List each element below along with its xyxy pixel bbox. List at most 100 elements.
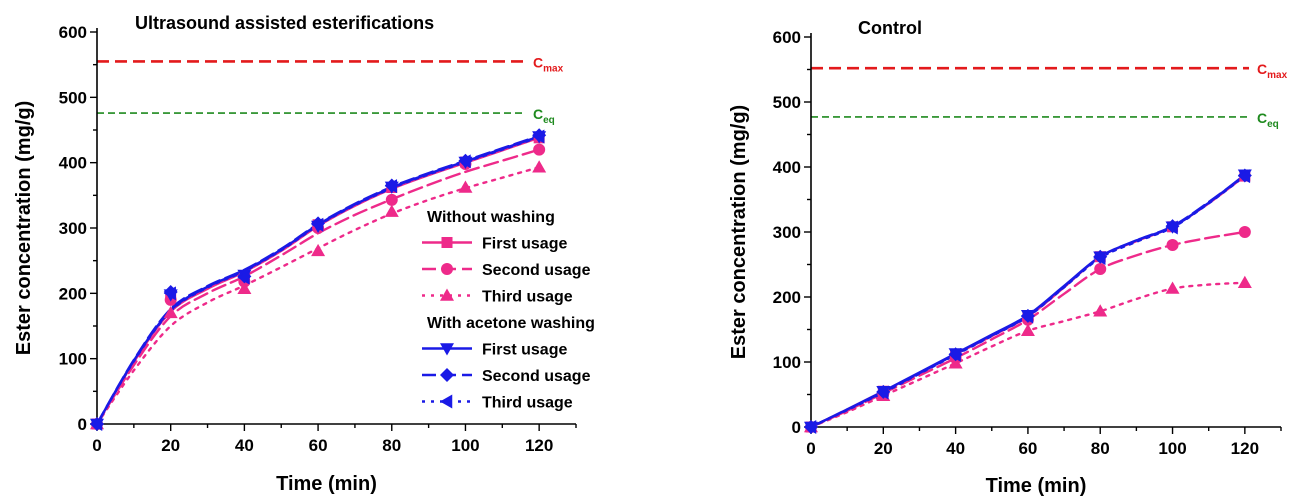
data-point-series-1 <box>1094 263 1107 276</box>
legend-swatch-marker <box>441 237 453 248</box>
legend-heading: With acetone washing <box>427 315 595 332</box>
reference-label-letter: C <box>1257 110 1267 126</box>
series-line-5 <box>95 136 541 426</box>
x-axis-title: Time (min) <box>986 475 1087 497</box>
y-tick-label: 0 <box>78 415 87 434</box>
legend-item-label: Second usage <box>482 262 591 279</box>
y-tick-label: 300 <box>59 219 87 238</box>
data-point-series-1 <box>1238 226 1251 238</box>
legend-item-label: First usage <box>482 236 567 253</box>
data-point-series-2 <box>1237 275 1252 288</box>
x-tick-label: 20 <box>161 436 180 455</box>
y-tick-label: 0 <box>792 418 801 437</box>
y-tick-label: 500 <box>59 88 87 107</box>
chart-title: Control <box>858 18 922 38</box>
series-line-2 <box>95 166 541 426</box>
x-axis-title: Time (min) <box>276 473 377 495</box>
reference-label-max: Cmax <box>1257 61 1288 81</box>
x-tick-label: 0 <box>806 439 815 458</box>
data-point-series-2 <box>311 243 326 257</box>
x-tick-label: 80 <box>1091 439 1110 458</box>
chart-title: Ultrasound assisted esterifications <box>135 13 434 33</box>
data-point-series-5 <box>532 129 545 144</box>
reference-label-subscript: eq <box>1267 119 1279 130</box>
reference-label-eq: Ceq <box>1257 110 1279 130</box>
series-line-1 <box>95 148 541 426</box>
x-tick-label: 60 <box>309 436 328 455</box>
y-tick-label: 500 <box>773 93 801 112</box>
data-point-series-5 <box>237 270 250 285</box>
reference-label-max: Cmax <box>533 54 564 74</box>
reference-label-eq: Ceq <box>533 106 555 126</box>
data-point-series-2 <box>384 204 399 217</box>
data-point-series-5 <box>804 420 817 434</box>
series-line-0 <box>95 136 541 426</box>
data-point-series-5 <box>948 347 961 362</box>
series-line-5 <box>809 174 1246 429</box>
y-axis-title: Ester concentration (mg/g) <box>13 101 35 355</box>
legend-item-label: Second usage <box>482 368 591 385</box>
y-tick-label: 400 <box>59 154 87 173</box>
data-point-series-5 <box>1165 220 1178 235</box>
data-point-series-5 <box>1020 309 1034 324</box>
legend-item-label: First usage <box>482 342 567 359</box>
series-line-2 <box>809 281 1246 429</box>
x-tick-label: 20 <box>874 439 893 458</box>
y-axis-title: Ester concentration (mg/g) <box>728 105 750 359</box>
series-line-3 <box>809 173 1246 429</box>
x-tick-label: 40 <box>946 439 965 458</box>
y-tick-label: 400 <box>773 158 801 177</box>
y-tick-label: 100 <box>59 350 87 369</box>
reference-label-letter: C <box>533 106 543 122</box>
data-point-series-2 <box>163 305 178 319</box>
reference-label-letter: C <box>1257 61 1267 77</box>
data-point-series-5 <box>311 217 324 232</box>
data-point-series-2 <box>237 281 252 295</box>
data-point-series-2 <box>1020 323 1035 337</box>
data-point-series-5 <box>876 385 889 400</box>
data-point-series-5 <box>1237 169 1251 184</box>
y-tick-label: 100 <box>773 353 801 372</box>
x-tick-label: 120 <box>525 436 553 455</box>
x-tick-label: 0 <box>92 436 101 455</box>
y-tick-label: 600 <box>773 28 801 47</box>
data-point-series-5 <box>1093 251 1106 265</box>
legend-swatch-marker <box>441 263 453 275</box>
data-point-series-2 <box>1093 304 1108 317</box>
legend-item-label: Third usage <box>482 289 573 306</box>
series-line-0 <box>809 174 1246 429</box>
x-tick-label: 60 <box>1018 439 1037 458</box>
data-point-series-2 <box>1165 281 1180 294</box>
legend: Without washing First usage Second usage Th… <box>422 209 595 412</box>
data-point-series-5 <box>90 417 103 431</box>
data-point-series-2 <box>458 180 473 193</box>
x-tick-label: 100 <box>1158 439 1186 458</box>
data-point-series-5 <box>163 286 176 301</box>
x-tick-label: 120 <box>1231 439 1259 458</box>
x-tick-label: 100 <box>451 436 479 455</box>
series-line-4 <box>809 174 1246 429</box>
data-point-series-1 <box>1166 239 1179 251</box>
legend-swatch-marker <box>440 343 454 356</box>
reference-label-subscript: max <box>1267 70 1287 81</box>
y-tick-label: 200 <box>59 284 87 303</box>
y-tick-label: 300 <box>773 223 801 242</box>
reference-label-letter: C <box>533 54 543 70</box>
legend-swatch-marker <box>440 394 453 409</box>
data-point-series-2 <box>532 160 547 173</box>
series-line-3 <box>95 135 541 426</box>
y-tick-label: 600 <box>59 23 87 42</box>
legend-swatch-marker <box>440 368 454 382</box>
data-point-series-5 <box>384 179 398 194</box>
reference-label-subscript: max <box>543 63 563 74</box>
y-tick-label: 200 <box>773 288 801 307</box>
legend-item-label: Third usage <box>482 395 573 412</box>
legend-swatch-marker <box>440 288 454 301</box>
data-point-series-5 <box>458 154 471 169</box>
x-tick-label: 40 <box>235 436 254 455</box>
x-tick-label: 80 <box>382 436 401 455</box>
legend-heading: Without washing <box>427 209 555 226</box>
data-point-series-2 <box>948 356 963 369</box>
